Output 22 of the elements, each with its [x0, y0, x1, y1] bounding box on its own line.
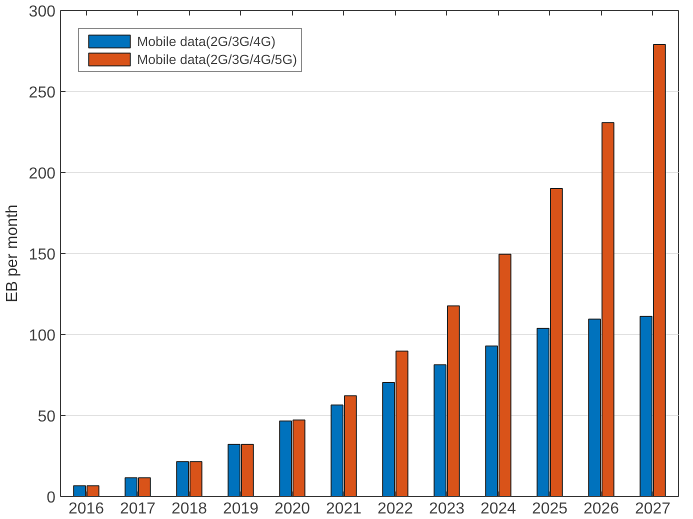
y-tick-label: 50	[38, 408, 56, 426]
y-tick-label: 100	[28, 328, 56, 344]
y-tick-label: 300	[28, 4, 56, 20]
x-tick-label: 2026	[583, 500, 620, 518]
y-axis-title: EB per month	[4, 204, 21, 302]
x-tick-label: 2027	[634, 500, 671, 518]
y-tick-label: 150	[28, 246, 56, 264]
y-tick-label: 250	[28, 84, 56, 102]
legend-label: Mobile data(2G/3G/4G)	[137, 34, 276, 48]
x-tick-label: 2017	[120, 500, 156, 518]
x-tick-label: 2023	[428, 500, 465, 518]
x-tick-label: 2019	[222, 500, 259, 518]
y-tick-label: 200	[28, 166, 56, 182]
x-tick-label: 2025	[532, 500, 568, 518]
x-tick-label: 2024	[480, 500, 516, 518]
x-tick-label: 2018	[171, 500, 208, 518]
x-tick-label: 2016	[68, 500, 104, 518]
x-tick-label: 2021	[326, 500, 362, 518]
x-tick-label: 2022	[377, 500, 414, 518]
y-tick-label: 0	[46, 490, 56, 506]
legend-label: Mobile data(2G/3G/4G/5G)	[137, 52, 298, 66]
x-tick-label: 2020	[274, 500, 310, 518]
